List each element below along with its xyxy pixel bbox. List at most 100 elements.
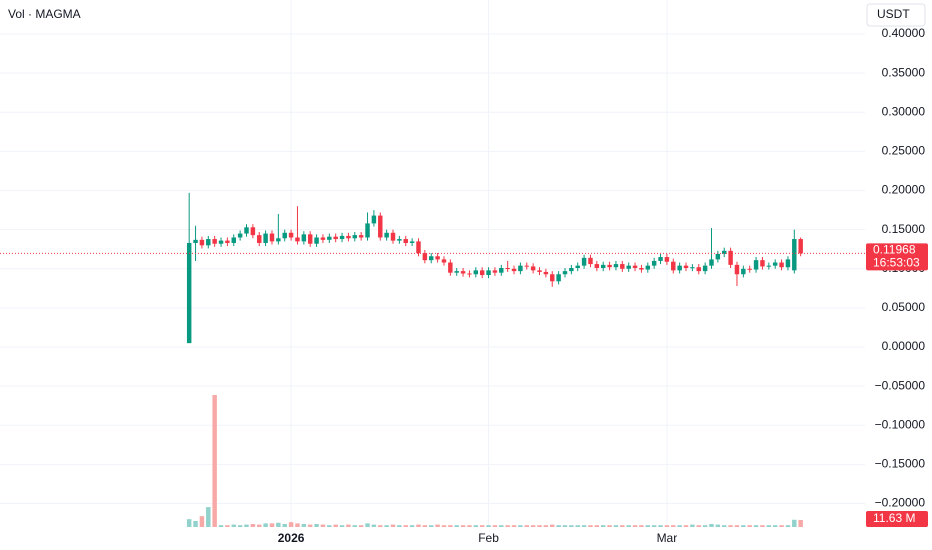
- candle-body: [671, 261, 676, 271]
- volume-bar: [569, 525, 574, 527]
- candle-body: [212, 239, 217, 244]
- candle-body: [441, 259, 447, 263]
- volume-bar: [327, 525, 332, 527]
- volume-bar: [753, 525, 759, 527]
- candle-body: [607, 264, 612, 268]
- volume-bar: [772, 525, 778, 527]
- volume-bar: [346, 524, 351, 527]
- volume-bar: [301, 523, 307, 527]
- volume-bar: [454, 525, 459, 527]
- volume-bar: [263, 523, 268, 527]
- candle-body: [486, 270, 491, 276]
- volume-bar: [709, 523, 714, 527]
- volume-bar: [658, 525, 663, 527]
- candle-body: [416, 241, 421, 254]
- candle-body: [690, 267, 695, 269]
- volume-bar: [206, 507, 211, 527]
- candle-body: [384, 232, 389, 238]
- candle-body: [282, 232, 287, 239]
- candle-body: [269, 233, 275, 242]
- candle-body: [537, 270, 542, 272]
- candle-body: [346, 235, 351, 239]
- volume-bar: [715, 524, 721, 527]
- candle-body: [505, 267, 510, 269]
- y-tick-label: 0.25000: [882, 144, 926, 158]
- label-layer: 0.40000 0.35000 0.30000 0.25000 0.20000 0.150…: [278, 26, 928, 545]
- volume-bar: [734, 525, 740, 527]
- volume-bar: [613, 525, 619, 527]
- volume-bar: [333, 524, 338, 527]
- candle-body: [327, 236, 332, 240]
- grid-layer: [0, 0, 865, 527]
- volume-bar: [511, 525, 517, 527]
- candle-body: [231, 237, 236, 243]
- volume-bar: [371, 524, 377, 527]
- candle-body: [772, 262, 778, 266]
- candle-body: [792, 239, 797, 271]
- volume-bar: [607, 525, 612, 527]
- volume-bar: [581, 525, 587, 527]
- x-tick-label: Mar: [657, 531, 678, 545]
- candle-body: [588, 257, 593, 265]
- volume-bar: [269, 523, 275, 527]
- candle-body: [263, 233, 268, 243]
- candle-body: [626, 265, 631, 269]
- volume-bar: [231, 524, 236, 527]
- y-tick-label: 0.35000: [882, 65, 926, 79]
- candle-body: [524, 265, 530, 267]
- candle-body: [193, 239, 198, 243]
- candle-body: [677, 265, 682, 271]
- volume-bar: [499, 525, 504, 527]
- candle-body: [556, 274, 561, 282]
- candle-body: [206, 239, 211, 246]
- candle-body: [301, 234, 307, 242]
- y-tick-label: −0.05000: [875, 378, 926, 392]
- candle-body: [467, 273, 472, 275]
- volume-bar: [664, 525, 670, 527]
- volume-bar: [339, 525, 345, 527]
- candle-body: [562, 271, 568, 275]
- candle-body: [276, 238, 281, 242]
- currency-label[interactable]: USDT: [877, 7, 910, 21]
- candle-body: [199, 239, 205, 246]
- volume-bar: [244, 524, 249, 527]
- currency-box[interactable]: [866, 3, 926, 27]
- volume-bar: [690, 524, 695, 527]
- candle-body: [352, 235, 358, 239]
- volume-bar: [186, 519, 192, 527]
- volume-bar: [276, 522, 281, 527]
- volume-bar: [448, 525, 453, 527]
- candle-body: [620, 264, 625, 269]
- volume-bar: [378, 525, 383, 527]
- y-tick-label: 0.00000: [882, 339, 926, 353]
- volume-bar: [620, 525, 625, 527]
- volume-bar: [683, 525, 689, 527]
- candle-body: [664, 257, 670, 262]
- y-tick-label: 0.15000: [882, 222, 926, 236]
- candle-body: [766, 265, 772, 267]
- volume-bar: [645, 525, 651, 527]
- candle-body: [779, 262, 784, 268]
- volume-bar: [473, 525, 479, 527]
- volume-bar: [671, 525, 676, 527]
- volume-bar: [320, 524, 326, 527]
- candle-body: [409, 241, 415, 243]
- candle-body: [295, 237, 300, 242]
- volume-bar: [390, 524, 396, 527]
- volume-bar: [798, 519, 803, 527]
- candle-body: [473, 270, 479, 275]
- candle-body: [511, 268, 517, 272]
- volume-bar: [314, 523, 319, 527]
- volume-bar: [365, 523, 370, 527]
- candle-body: [728, 250, 733, 265]
- y-tick-label: −0.15000: [875, 457, 926, 471]
- candle-body: [390, 232, 396, 241]
- candle-body: [448, 262, 453, 273]
- volume-bar: [358, 525, 364, 527]
- volume-bar: [562, 525, 568, 527]
- volume-bar: [237, 525, 243, 527]
- candle-body: [378, 215, 383, 238]
- volume-bar: [479, 525, 485, 527]
- candle-body: [333, 236, 338, 240]
- candle-body: [651, 260, 657, 266]
